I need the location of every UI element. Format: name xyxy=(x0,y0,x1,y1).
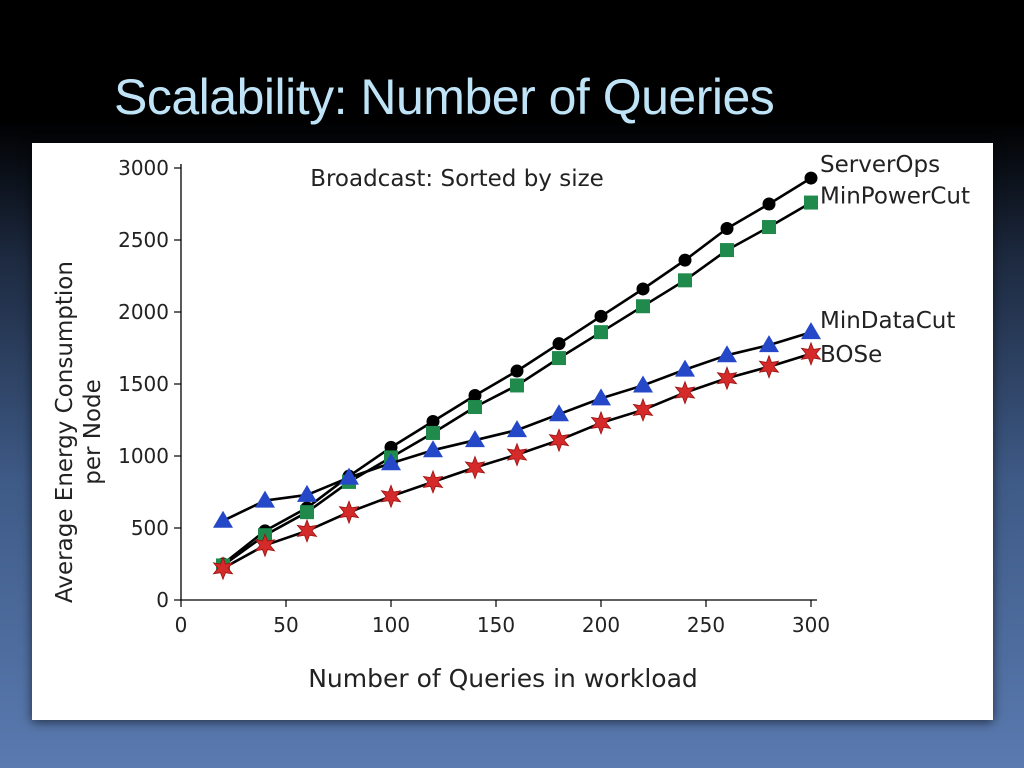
point-serverops xyxy=(594,309,608,323)
point-minpowercut xyxy=(678,273,692,288)
point-mindatacut xyxy=(465,430,485,448)
chart-panel: 0 50 100 150 200 250 300 0 500 1000 1500 2000 2500 30… xyxy=(32,143,993,720)
point-minpowercut xyxy=(510,378,524,393)
point-serverops xyxy=(468,389,482,403)
chart-title: Broadcast: Sorted by size xyxy=(310,166,604,192)
legend-label-bose: BOSe xyxy=(820,342,882,368)
point-bose xyxy=(338,500,360,525)
point-bose xyxy=(716,366,738,391)
point-serverops xyxy=(552,337,566,351)
series-minpowercut: MinPowerCut xyxy=(216,184,970,573)
x-tick-label: 0 xyxy=(175,613,188,637)
y-tick-label: 500 xyxy=(131,516,169,540)
point-mindatacut xyxy=(591,388,611,406)
point-mindatacut xyxy=(549,404,569,422)
point-minpowercut xyxy=(762,220,776,235)
point-mindatacut xyxy=(633,375,653,393)
point-minpowercut xyxy=(720,243,734,258)
x-tick-label: 200 xyxy=(582,613,620,637)
point-bose xyxy=(380,484,402,509)
point-bose xyxy=(800,341,822,366)
point-minpowercut xyxy=(300,505,314,520)
slide-title: Scalability: Number of Queries xyxy=(114,69,775,125)
point-serverops xyxy=(636,282,650,296)
point-minpowercut xyxy=(636,299,650,314)
x-axis-label: Number of Queries in workload xyxy=(308,664,698,693)
chart-series: ServerOps MinPowerCut MinDataCut BOSe xyxy=(212,152,970,581)
point-mindatacut xyxy=(423,440,443,458)
point-serverops xyxy=(510,364,524,378)
point-mindatacut xyxy=(255,490,275,508)
y-tick-label: 0 xyxy=(156,588,169,612)
point-mindatacut xyxy=(381,453,401,471)
point-serverops xyxy=(804,171,818,185)
point-minpowercut xyxy=(594,325,608,340)
point-mindatacut xyxy=(759,335,779,353)
point-mindatacut xyxy=(507,420,527,438)
point-bose xyxy=(674,380,696,405)
point-serverops xyxy=(762,197,776,211)
legend-label-mindatacut: MinDataCut xyxy=(820,308,955,334)
legend-label-serverops: ServerOps xyxy=(820,152,940,178)
point-bose xyxy=(422,469,444,495)
x-tick-label: 250 xyxy=(687,613,725,637)
point-bose xyxy=(632,397,654,423)
x-tick-label: 300 xyxy=(792,613,830,637)
point-bose xyxy=(590,410,612,436)
point-mindatacut xyxy=(801,322,821,340)
point-minpowercut xyxy=(804,195,818,210)
point-bose xyxy=(212,556,234,581)
point-minpowercut xyxy=(552,351,566,366)
point-serverops xyxy=(720,221,734,235)
point-minpowercut xyxy=(468,400,482,415)
y-tick-label: 1000 xyxy=(118,444,169,468)
x-tick-label: 100 xyxy=(372,613,410,637)
y-axis-label-line2: per Node xyxy=(80,379,106,485)
point-mindatacut xyxy=(297,484,317,502)
y-tick-label: 2000 xyxy=(118,300,169,324)
point-bose xyxy=(758,354,780,379)
energy-chart: 0 50 100 150 200 250 3000500100015002000250030… xyxy=(52,152,970,693)
point-bose xyxy=(296,518,318,544)
point-mindatacut xyxy=(675,359,695,377)
point-serverops xyxy=(678,253,692,267)
series-bose: BOSe xyxy=(212,341,882,581)
point-bose xyxy=(548,428,570,453)
series-mindatacut: MinDataCut xyxy=(213,308,955,528)
y-axis-label-line1: Average Energy Consumption xyxy=(52,261,78,603)
legend-label-minpowercut: MinPowerCut xyxy=(820,184,970,210)
point-mindatacut xyxy=(717,345,737,363)
y-tick-label: 2500 xyxy=(118,228,169,252)
point-bose xyxy=(464,455,486,480)
y-tick-label: 1500 xyxy=(118,372,169,396)
point-mindatacut xyxy=(339,467,359,485)
point-serverops xyxy=(426,414,440,428)
x-tick-label: 150 xyxy=(477,613,515,637)
point-bose xyxy=(254,533,276,558)
point-mindatacut xyxy=(213,510,233,528)
point-bose xyxy=(506,442,528,467)
series-serverops: ServerOps xyxy=(216,152,940,571)
y-tick-label: 3000 xyxy=(118,156,169,180)
point-minpowercut xyxy=(426,425,440,440)
chart-axes: 0 50 100 150 200 250 3000500100015002000250030… xyxy=(118,156,830,637)
x-tick-label: 50 xyxy=(273,613,298,637)
